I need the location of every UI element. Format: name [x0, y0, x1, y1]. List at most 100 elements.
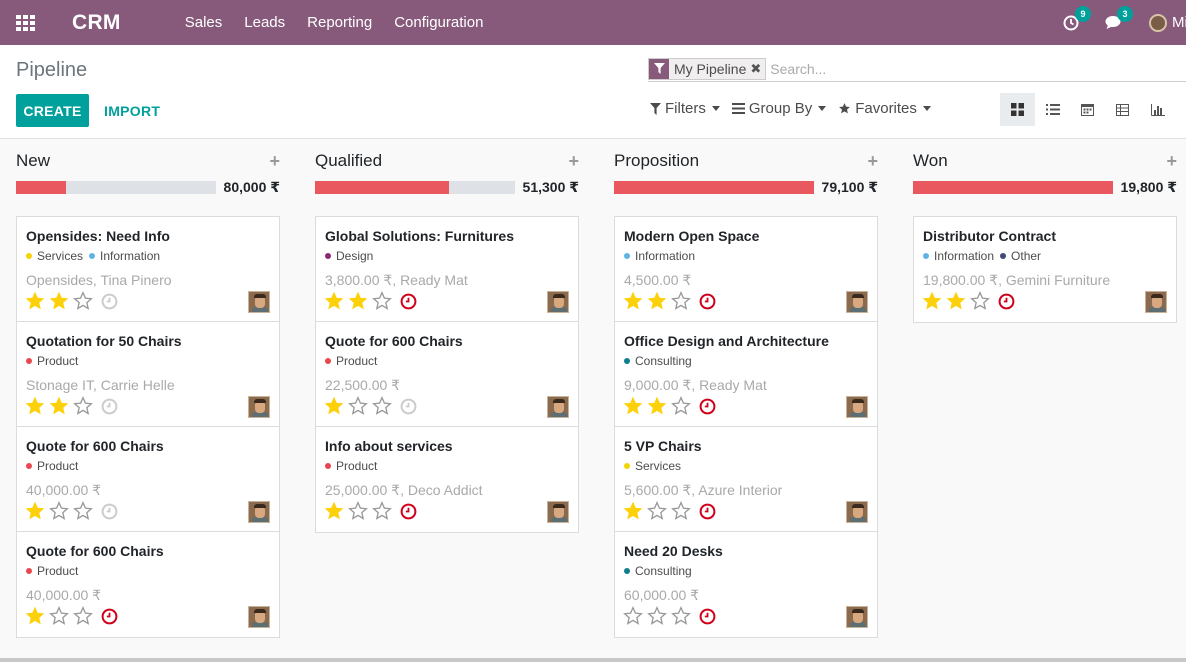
kanban-card[interactable]: Opensides: Need Info Services Information O…: [17, 217, 279, 322]
star-empty-icon[interactable]: [671, 606, 691, 626]
star-empty-icon[interactable]: [372, 396, 392, 416]
kanban-card[interactable]: Need 20 Desks Consulting 60,000.00 ₹: [615, 532, 877, 637]
column-sum: 19,800 ₹: [1120, 179, 1177, 195]
star-empty-icon[interactable]: [372, 501, 392, 521]
kanban-card[interactable]: Quote for 600 Chairs Product 22,500.00 ₹: [316, 322, 578, 427]
star-empty-icon[interactable]: [647, 501, 667, 521]
graph-view-button[interactable]: [1140, 93, 1175, 126]
column-progress-bar[interactable]: [16, 181, 216, 194]
kanban-view-button[interactable]: [1000, 93, 1035, 126]
kanban-card[interactable]: Info about services Product 25,000.00 ₹, D…: [316, 427, 578, 532]
star-filled-icon[interactable]: [647, 396, 667, 416]
star-filled-icon[interactable]: [324, 396, 344, 416]
star-filled-icon[interactable]: [348, 291, 368, 311]
star-filled-icon[interactable]: [25, 396, 45, 416]
activity-clock-icon[interactable]: [101, 293, 118, 310]
star-filled-icon[interactable]: [25, 291, 45, 311]
star-empty-icon[interactable]: [73, 501, 93, 521]
kanban-card[interactable]: Quotation for 50 Chairs Product Stonage IT…: [17, 322, 279, 427]
column-title[interactable]: New: [16, 151, 51, 170]
column-title[interactable]: Won: [913, 151, 948, 170]
messaging-menu[interactable]: 3: [1105, 6, 1133, 30]
apps-menu-icon[interactable]: [0, 0, 52, 45]
kanban-card[interactable]: Distributor Contract Information Other 19,8…: [914, 217, 1176, 322]
star-filled-icon[interactable]: [623, 396, 643, 416]
quick-create-plus-icon[interactable]: +: [1166, 151, 1177, 171]
star-empty-icon[interactable]: [49, 501, 69, 521]
column-progress-bar[interactable]: [913, 181, 1113, 194]
user-menu[interactable]: Mitchell Admin: [1149, 13, 1186, 32]
column-title[interactable]: Proposition: [614, 151, 700, 170]
star-empty-icon[interactable]: [49, 606, 69, 626]
kanban-card[interactable]: Global Solutions: Furnitures Design 3,800.…: [316, 217, 578, 322]
star-filled-icon[interactable]: [49, 396, 69, 416]
star-empty-icon[interactable]: [73, 396, 93, 416]
menu-item-configuration[interactable]: Configuration: [394, 14, 484, 31]
column-progress-bar[interactable]: [614, 181, 814, 194]
quick-create-plus-icon[interactable]: +: [867, 151, 878, 171]
menu-item-reporting[interactable]: Reporting: [307, 14, 373, 31]
quick-create-plus-icon[interactable]: +: [568, 151, 579, 171]
activity-clock-icon[interactable]: [400, 398, 417, 415]
star-empty-icon[interactable]: [348, 396, 368, 416]
search-bar[interactable]: My Pipeline ✖ Search...: [648, 56, 1186, 82]
menu-item-sales[interactable]: Sales: [184, 14, 223, 31]
import-button[interactable]: IMPORT: [104, 102, 161, 119]
list-view-button[interactable]: [1035, 93, 1070, 126]
activity-overdue-clock-icon[interactable]: [400, 503, 417, 520]
star-filled-icon[interactable]: [623, 501, 643, 521]
activity-overdue-clock-icon[interactable]: [699, 398, 716, 415]
calendar-view-button[interactable]: [1070, 93, 1105, 126]
star-empty-icon[interactable]: [671, 501, 691, 521]
star-filled-icon[interactable]: [25, 606, 45, 626]
groupby-dropdown[interactable]: Group By: [731, 100, 827, 117]
card-tags: Services Information: [26, 249, 166, 263]
kanban-card[interactable]: 5 VP Chairs Services 5,600.00 ₹, Azure Int…: [615, 427, 877, 532]
activity-overdue-clock-icon[interactable]: [400, 293, 417, 310]
activity-clock-icon[interactable]: [101, 398, 118, 415]
star-empty-icon[interactable]: [671, 396, 691, 416]
star-filled-icon[interactable]: [49, 291, 69, 311]
kanban-card[interactable]: Modern Open Space Information 4,500.00 ₹: [615, 217, 877, 322]
star-filled-icon[interactable]: [623, 291, 643, 311]
star-empty-icon[interactable]: [372, 291, 392, 311]
activity-menu[interactable]: 9: [1063, 5, 1091, 31]
search-facet[interactable]: My Pipeline ✖: [648, 57, 767, 80]
app-brand[interactable]: CRM: [72, 10, 121, 34]
kanban-card[interactable]: Office Design and Architecture Consulting…: [615, 322, 877, 427]
remove-facet-icon[interactable]: ✖: [750, 60, 762, 76]
activity-overdue-clock-icon[interactable]: [998, 293, 1015, 310]
top-navbar: CRM Sales Leads Reporting Configuration …: [0, 0, 1186, 45]
favorites-dropdown[interactable]: Favorites: [838, 100, 931, 117]
star-empty-icon[interactable]: [647, 606, 667, 626]
star-filled-icon[interactable]: [324, 501, 344, 521]
star-empty-icon[interactable]: [671, 291, 691, 311]
star-empty-icon[interactable]: [73, 606, 93, 626]
star-empty-icon[interactable]: [348, 501, 368, 521]
activity-overdue-clock-icon[interactable]: [699, 293, 716, 310]
activity-overdue-clock-icon[interactable]: [101, 608, 118, 625]
star-filled-icon[interactable]: [647, 291, 667, 311]
menu-item-leads[interactable]: Leads: [244, 14, 286, 31]
star-filled-icon[interactable]: [25, 501, 45, 521]
activity-overdue-clock-icon[interactable]: [699, 503, 716, 520]
filters-dropdown[interactable]: Filters: [650, 100, 720, 117]
star-filled-icon[interactable]: [324, 291, 344, 311]
kanban-card[interactable]: Quote for 600 Chairs Product 40,000.00 ₹: [17, 427, 279, 532]
star-filled-icon[interactable]: [922, 291, 942, 311]
quick-create-plus-icon[interactable]: +: [269, 151, 280, 171]
star-filled-icon[interactable]: [946, 291, 966, 311]
star-empty-icon[interactable]: [73, 291, 93, 311]
kanban-card[interactable]: Quote for 600 Chairs Product 40,000.00 ₹: [17, 532, 279, 637]
star-empty-icon[interactable]: [623, 606, 643, 626]
create-button[interactable]: CREATE: [16, 94, 89, 127]
column-progress-bar[interactable]: [315, 181, 515, 194]
activity-clock-icon[interactable]: [101, 503, 118, 520]
activity-overdue-clock-icon[interactable]: [699, 608, 716, 625]
horizontal-scrollbar[interactable]: [0, 658, 1186, 662]
search-input[interactable]: Search...: [770, 60, 827, 77]
star-empty-icon[interactable]: [970, 291, 990, 311]
pivot-view-button[interactable]: [1105, 93, 1140, 126]
main-menu: Sales Leads Reporting Configuration: [163, 14, 495, 31]
column-title[interactable]: Qualified: [315, 151, 383, 170]
